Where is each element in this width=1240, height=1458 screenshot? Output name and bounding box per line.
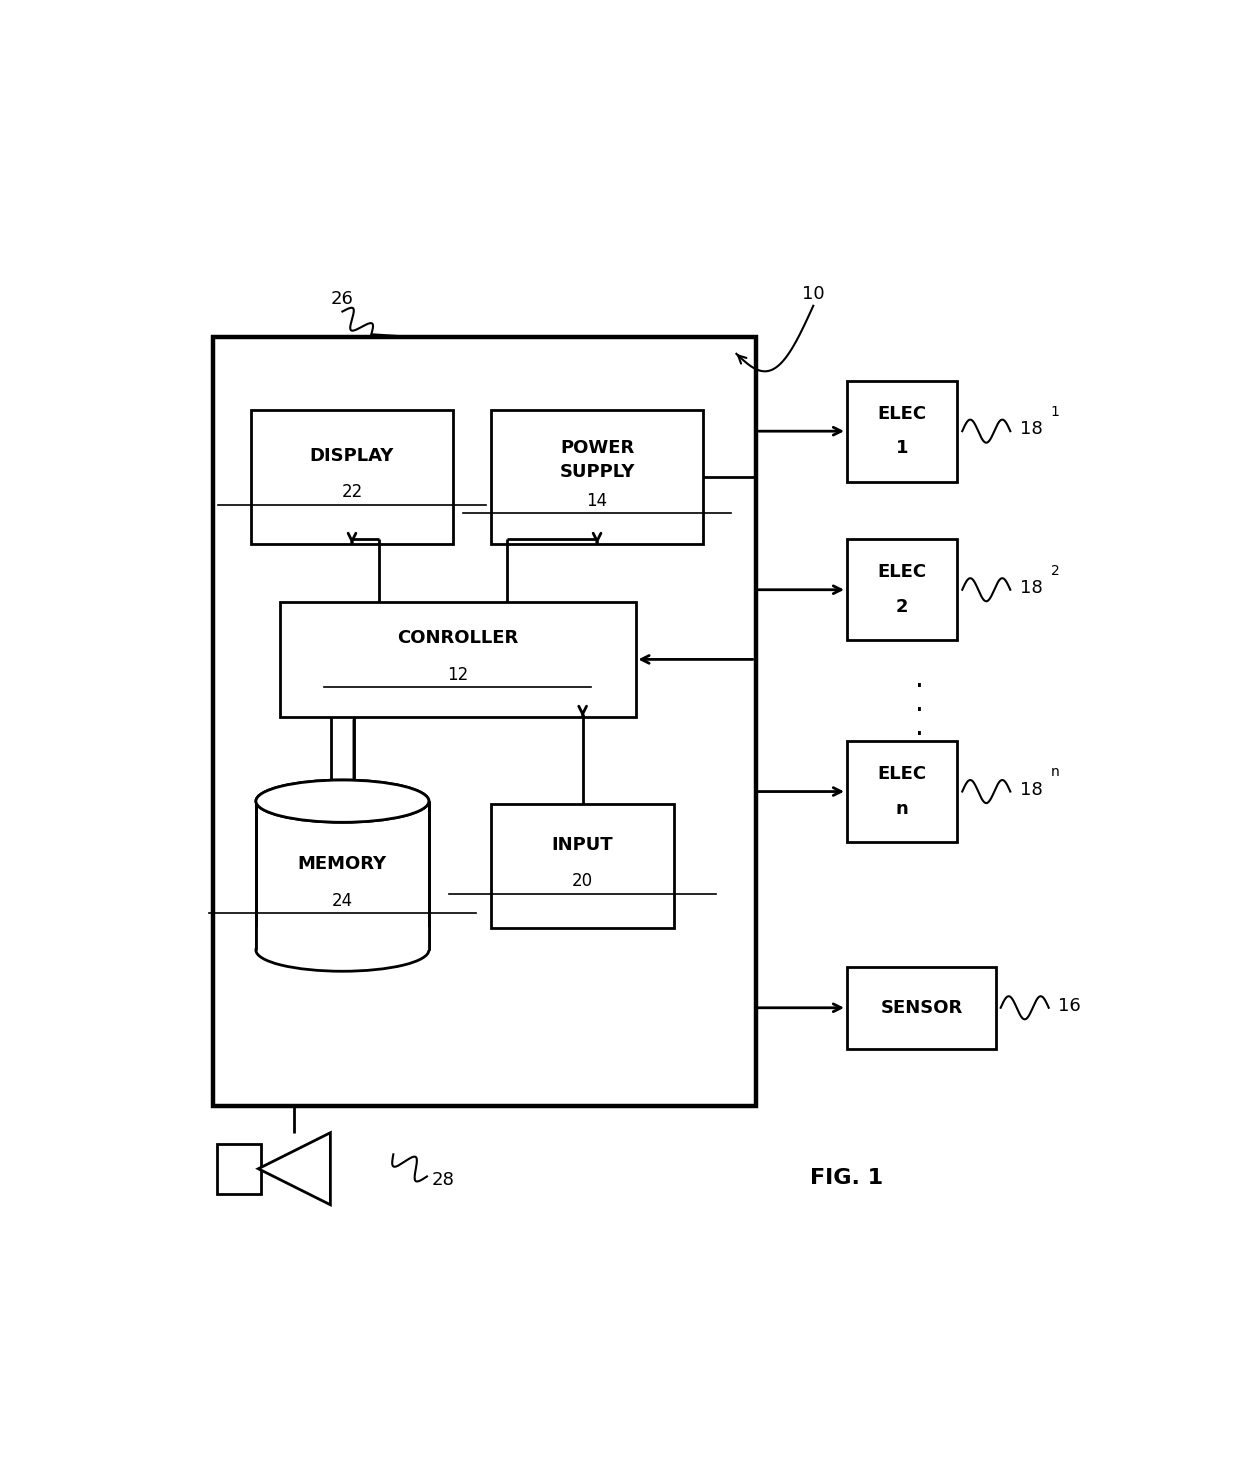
Bar — [847, 381, 957, 481]
Bar — [847, 741, 957, 843]
Text: 16: 16 — [1058, 997, 1081, 1015]
Bar — [491, 410, 703, 544]
Text: 10: 10 — [802, 286, 825, 303]
Bar — [847, 539, 957, 640]
Ellipse shape — [255, 780, 429, 822]
Text: 12: 12 — [448, 666, 469, 684]
Text: 18: 18 — [1019, 420, 1043, 439]
Text: .: . — [915, 713, 924, 741]
Text: DISPLAY: DISPLAY — [310, 446, 394, 465]
Text: MEMORY: MEMORY — [298, 854, 387, 873]
Text: 28: 28 — [432, 1171, 455, 1190]
Text: 1: 1 — [897, 439, 909, 458]
Bar — [217, 1143, 260, 1194]
Text: CONROLLER: CONROLLER — [397, 630, 518, 647]
Text: .: . — [915, 665, 924, 693]
Text: 22: 22 — [341, 483, 362, 502]
Text: 18: 18 — [1019, 780, 1043, 799]
Text: n: n — [895, 800, 909, 818]
Bar — [250, 410, 453, 544]
Text: 1: 1 — [1050, 405, 1059, 418]
Ellipse shape — [255, 929, 429, 971]
Bar — [847, 967, 996, 1048]
Bar — [491, 803, 675, 929]
Text: n: n — [1050, 765, 1059, 780]
Text: POWER: POWER — [560, 439, 634, 456]
Text: .: . — [915, 688, 924, 717]
Ellipse shape — [255, 780, 429, 822]
Bar — [213, 337, 755, 1107]
Text: 24: 24 — [332, 892, 353, 910]
Text: 18: 18 — [1019, 579, 1043, 596]
Text: INPUT: INPUT — [552, 835, 614, 854]
Bar — [280, 602, 635, 717]
Text: FIG. 1: FIG. 1 — [811, 1168, 883, 1188]
Polygon shape — [258, 1133, 330, 1204]
Text: SENSOR: SENSOR — [880, 999, 962, 1016]
Text: ELEC: ELEC — [878, 405, 926, 423]
Text: SUPPLY: SUPPLY — [559, 464, 635, 481]
Text: ELEC: ELEC — [878, 765, 926, 783]
Text: ELEC: ELEC — [878, 563, 926, 582]
Text: 20: 20 — [572, 872, 593, 891]
Bar — [255, 927, 429, 951]
Text: 14: 14 — [587, 491, 608, 510]
Text: 2: 2 — [1050, 564, 1059, 577]
Text: 26: 26 — [331, 290, 353, 308]
Text: 2: 2 — [897, 598, 909, 617]
